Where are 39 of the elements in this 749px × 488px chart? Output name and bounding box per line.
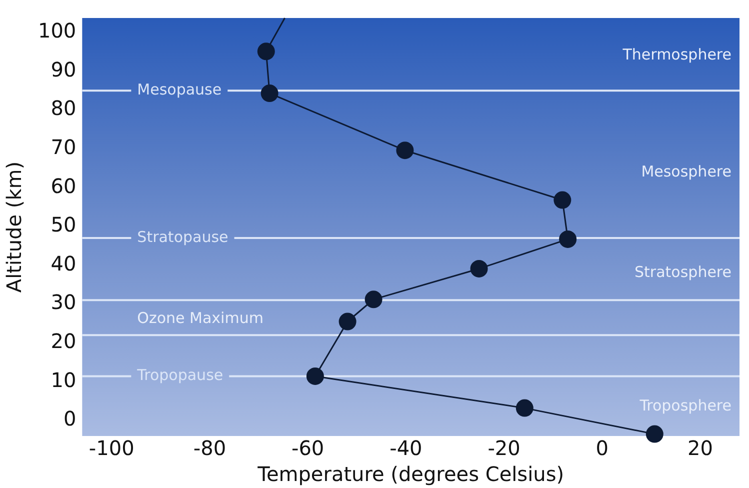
y-tick-label: 80: [50, 96, 76, 120]
x-tick-label: -20: [488, 436, 520, 460]
y-tick-label: 60: [50, 174, 76, 198]
x-tick-label: -100: [88, 436, 134, 460]
point: [260, 84, 278, 102]
x-tick-label: 0: [596, 436, 609, 460]
ref-line-label: Tropopause: [136, 366, 224, 384]
y-tick-label: 40: [50, 251, 76, 276]
annotation: Mesosphere: [641, 162, 732, 181]
annotation: Troposphere: [638, 396, 732, 415]
ref-line-label: Stratopause: [137, 228, 228, 246]
x-tick-label: -60: [291, 436, 324, 460]
annotation: Thermosphere: [622, 46, 732, 64]
point: [364, 290, 382, 308]
point: [470, 260, 488, 278]
point: [646, 425, 664, 443]
point: [516, 399, 534, 417]
point: [559, 230, 577, 248]
y-tick-label: 30: [50, 290, 76, 314]
x-tick-label: 20: [688, 436, 713, 460]
annotation: Stratosphere: [634, 262, 732, 281]
y-tick-label: 70: [50, 135, 76, 159]
point: [396, 142, 414, 160]
point: [338, 312, 356, 330]
x-tick-label: -80: [193, 436, 226, 460]
x-tick-label: -40: [390, 436, 422, 460]
ref-line-label: Mesopause: [137, 80, 222, 98]
y-tick-label: 50: [50, 212, 76, 237]
point: [554, 191, 572, 209]
y-tick-label: 0: [63, 406, 76, 431]
y-tick-label: 90: [50, 57, 76, 82]
y-tick-label: 20: [50, 329, 76, 354]
annotation: Ozone Maximum: [137, 308, 264, 327]
y-tick-label: 100: [38, 18, 76, 43]
y-axis-title: Altitude (km): [2, 161, 26, 293]
y-tick-label: 10: [50, 368, 76, 392]
point: [306, 367, 324, 385]
x-axis-title: Temperature (degrees Celsius): [256, 462, 564, 486]
point: [257, 42, 275, 60]
